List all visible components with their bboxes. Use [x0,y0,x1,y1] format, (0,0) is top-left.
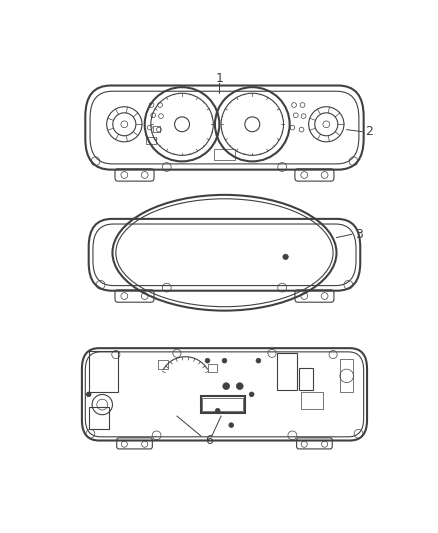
Bar [158,360,169,369]
Ellipse shape [205,358,210,363]
Bar [146,138,156,144]
Ellipse shape [223,383,230,390]
Bar [153,126,160,132]
Bar [277,353,297,390]
Bar [202,399,243,411]
Bar [214,149,235,159]
Ellipse shape [249,392,254,397]
Ellipse shape [237,383,243,390]
Bar [201,397,245,413]
Ellipse shape [86,392,91,397]
Bar [301,392,323,409]
Bar [208,364,217,372]
Text: 3: 3 [355,228,363,241]
Bar [88,407,109,429]
Bar [299,368,313,390]
Bar [88,351,117,392]
Ellipse shape [256,358,261,363]
Ellipse shape [229,423,233,427]
Text: 1: 1 [215,72,223,85]
Text: 2: 2 [365,125,373,138]
Text: 6: 6 [205,434,213,447]
Bar [340,359,353,392]
Ellipse shape [283,254,288,260]
Ellipse shape [215,408,220,413]
Ellipse shape [222,358,227,363]
